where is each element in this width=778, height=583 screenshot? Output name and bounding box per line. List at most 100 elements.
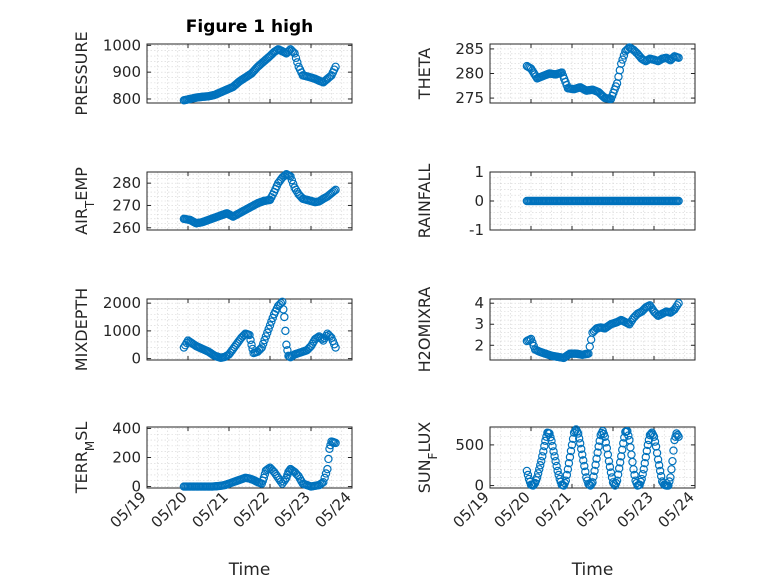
data-point xyxy=(673,430,682,440)
x-tick-label: 05/23 xyxy=(271,488,314,531)
data-point xyxy=(601,438,611,447)
data-point xyxy=(324,73,333,82)
y-tick-label: 280 xyxy=(112,174,141,192)
data-point xyxy=(331,438,340,448)
y-tick-label: 1 xyxy=(474,163,484,181)
y-axis-label-rainfall: RAINFALL xyxy=(415,164,434,239)
data-point xyxy=(617,59,626,68)
data-point xyxy=(645,301,655,310)
data-point xyxy=(245,330,254,340)
data-point xyxy=(553,466,562,476)
x-tick-label: 05/21 xyxy=(189,488,232,531)
series-theta xyxy=(522,43,683,104)
data-point xyxy=(650,437,660,446)
y-axis-label-terr-msl: TERRMSL xyxy=(72,422,97,495)
series-rainfall xyxy=(522,196,683,206)
data-point xyxy=(280,171,290,180)
x-tick-label: 05/24 xyxy=(655,488,698,531)
data-point xyxy=(674,53,683,62)
data-point xyxy=(565,452,575,462)
y-tick-label: 280 xyxy=(455,65,484,83)
data-point xyxy=(546,432,555,442)
data-point xyxy=(567,440,577,450)
data-point xyxy=(536,461,545,470)
data-point xyxy=(637,474,646,484)
data-point xyxy=(623,426,632,436)
data-point xyxy=(286,172,295,181)
data-point xyxy=(566,446,576,456)
data-point xyxy=(254,346,264,355)
series-sun-flux xyxy=(522,425,683,490)
data-point xyxy=(267,317,276,326)
data-point xyxy=(604,456,614,466)
data-point xyxy=(639,465,648,474)
data-point xyxy=(257,343,266,352)
data-point xyxy=(594,442,603,451)
y-tick-label: 1000 xyxy=(103,322,141,340)
y-tick-label: 1000 xyxy=(103,36,141,54)
data-point xyxy=(548,441,557,451)
data-point xyxy=(331,185,340,195)
data-point xyxy=(325,332,335,341)
data-point xyxy=(260,470,270,479)
data-point xyxy=(331,62,340,71)
y-axis-label-pressure: PRESSURE xyxy=(72,31,91,115)
y-axis-label-air-temp: AIRTEMP xyxy=(72,167,97,235)
data-point xyxy=(247,340,256,349)
data-point xyxy=(551,456,560,466)
y-axis-label-h2omixra: H2OMIXRA xyxy=(415,287,434,373)
data-point xyxy=(540,441,549,451)
y-tick-label: 0 xyxy=(474,192,484,210)
x-tick-label: 05/19 xyxy=(450,488,493,531)
y-tick-label: 275 xyxy=(455,89,484,107)
data-point xyxy=(630,470,639,480)
data-point xyxy=(330,186,339,196)
data-point xyxy=(577,444,586,454)
data-point xyxy=(673,301,682,310)
data-point xyxy=(595,436,604,446)
data-point xyxy=(328,187,338,197)
data-point xyxy=(669,446,678,455)
x-tick-label: 05/24 xyxy=(312,488,355,531)
subplot-pressure: 800 900 1000 PRESSURE Figure 1 high xyxy=(72,17,353,116)
data-point xyxy=(674,432,683,441)
data-point xyxy=(600,432,610,441)
y-tick-label: 270 xyxy=(112,196,141,214)
series-terr-msl xyxy=(179,437,340,491)
data-point xyxy=(618,55,627,64)
data-point xyxy=(578,450,587,459)
data-point xyxy=(605,462,615,472)
data-point xyxy=(653,455,663,464)
data-point xyxy=(666,473,675,482)
y-tick-label: 200 xyxy=(112,449,141,467)
data-point xyxy=(643,440,653,450)
data-point xyxy=(670,305,679,314)
x-tick-label: 05/22 xyxy=(230,488,273,531)
data-point xyxy=(592,454,601,463)
data-point xyxy=(291,53,301,63)
y-axis-label-sun-flux: SUNFLUX xyxy=(415,422,440,494)
data-point xyxy=(291,185,301,195)
data-point xyxy=(545,429,554,438)
data-point xyxy=(576,439,585,448)
y-tick-label: 0 xyxy=(131,350,141,368)
data-point xyxy=(561,476,571,485)
y-tick-label: 0 xyxy=(131,478,141,496)
data-point xyxy=(290,49,299,58)
data-point xyxy=(645,430,655,440)
y-tick-label: 2000 xyxy=(103,294,141,312)
data-point xyxy=(258,339,268,349)
data-point xyxy=(246,335,255,345)
data-point xyxy=(522,466,532,476)
data-point xyxy=(568,434,578,443)
data-point xyxy=(655,466,665,476)
data-point xyxy=(593,448,602,457)
data-point xyxy=(276,477,286,486)
data-point xyxy=(321,469,331,478)
data-point xyxy=(581,467,590,476)
data-point xyxy=(629,465,638,474)
subplot-air-temp: 260 270 280 AIRTEMP xyxy=(72,167,353,237)
data-point xyxy=(539,447,548,456)
data-point xyxy=(668,456,677,466)
